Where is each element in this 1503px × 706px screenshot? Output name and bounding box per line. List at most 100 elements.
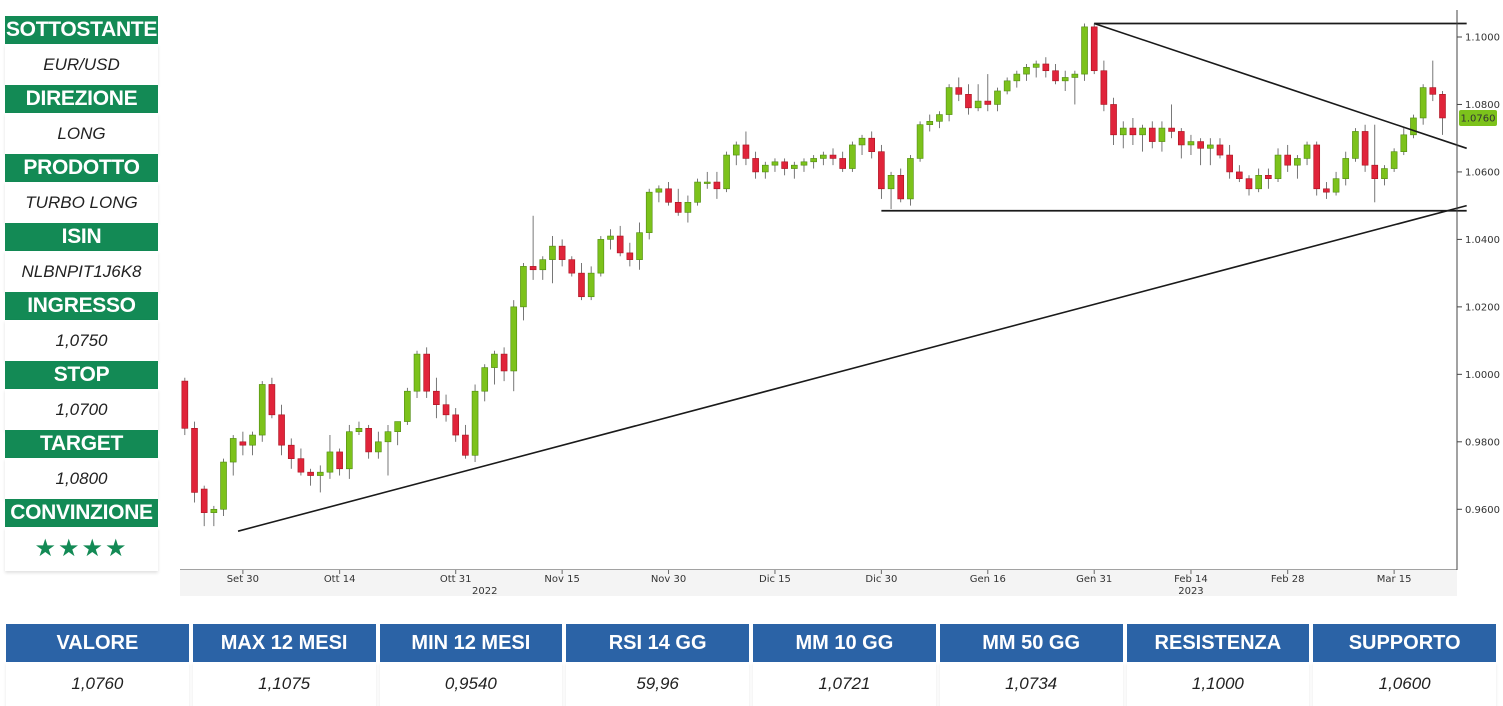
candle xyxy=(1207,138,1214,166)
stat-min-12m: MIN 12 MESI 0,9540 xyxy=(379,624,563,706)
candle-body xyxy=(1139,127,1146,136)
candle xyxy=(568,256,576,277)
y-tick-label: 1.1000 xyxy=(1465,32,1500,43)
stat-ma-10: MM 10 GG 1,0721 xyxy=(753,624,936,706)
sidebar-value-target: 1,0800 xyxy=(5,458,158,499)
candle-body xyxy=(1110,104,1117,136)
candle xyxy=(491,350,498,385)
candle-body xyxy=(258,384,266,436)
candle xyxy=(326,435,334,479)
x-tick-label: Feb 14 xyxy=(1174,574,1208,585)
candle xyxy=(1216,138,1224,159)
candle-body xyxy=(191,428,198,493)
stat-label: MM 10 GG xyxy=(753,624,936,662)
candle xyxy=(1313,141,1321,196)
candle-body xyxy=(1313,144,1321,190)
candle-body xyxy=(1168,127,1175,132)
candle-body xyxy=(742,144,750,159)
candle-body xyxy=(181,380,189,429)
candle-body xyxy=(520,266,527,308)
x-tick-label: Nov 15 xyxy=(544,574,579,585)
candle xyxy=(539,256,547,280)
candle-body xyxy=(645,191,653,233)
y-tick-label: 1.0800 xyxy=(1465,100,1500,111)
candle xyxy=(984,74,992,112)
candle-body xyxy=(945,87,953,115)
candle xyxy=(645,188,653,240)
candle-body xyxy=(1284,154,1291,166)
candle-body xyxy=(287,444,295,459)
stat-ma-50: MM 50 GG 1,0734 xyxy=(939,624,1123,706)
conviction-stars: ★★★★ xyxy=(5,527,158,571)
candle xyxy=(500,347,508,382)
candle xyxy=(336,448,343,476)
candle xyxy=(462,424,469,459)
candle xyxy=(636,222,643,270)
stat-figure: 1,0734 xyxy=(940,662,1123,706)
candle xyxy=(849,141,856,172)
y-tick-label: 1.0400 xyxy=(1465,235,1500,246)
sidebar-value-entry: 1,0750 xyxy=(5,320,158,361)
stat-value: VALORE 1,0760 xyxy=(6,624,189,706)
candle xyxy=(703,171,711,189)
candle-body xyxy=(626,252,634,260)
stat-figure: 1,0721 xyxy=(753,662,936,706)
candle xyxy=(239,431,247,456)
candle-body xyxy=(1216,144,1224,156)
candle-body xyxy=(1361,131,1369,166)
candle-body xyxy=(404,390,411,422)
y-tick-label: 1.0200 xyxy=(1465,302,1500,313)
candle xyxy=(229,435,237,476)
candle xyxy=(529,215,537,280)
candle-body xyxy=(433,390,440,405)
candle-body xyxy=(1042,63,1050,72)
x-tick-label: Dic 30 xyxy=(865,574,897,585)
sidebar-label-conviction: CONVINZIONE xyxy=(5,499,158,527)
candle xyxy=(974,84,982,112)
candle-body xyxy=(1274,154,1282,179)
candle xyxy=(1361,124,1369,172)
last-value-label: 1.0760 xyxy=(1461,113,1496,124)
candle xyxy=(810,155,817,169)
candle-body xyxy=(1003,80,1011,92)
candle xyxy=(1352,128,1359,162)
candle-body xyxy=(820,154,827,159)
candle xyxy=(191,421,198,503)
candle-body xyxy=(974,100,982,109)
candle xyxy=(384,424,392,476)
y-tick-label: 0.9600 xyxy=(1465,505,1500,516)
candle-body xyxy=(723,154,730,190)
candle-body xyxy=(674,201,682,213)
candle xyxy=(713,171,721,199)
candle xyxy=(1168,104,1175,139)
candle xyxy=(365,424,372,459)
candle xyxy=(471,384,479,463)
candle-body xyxy=(529,266,537,271)
candle-body xyxy=(1381,168,1388,179)
candle xyxy=(655,185,663,203)
candle xyxy=(926,114,934,132)
candle xyxy=(1284,144,1291,172)
candle-body xyxy=(781,161,788,169)
candle xyxy=(1042,57,1050,78)
candle-body xyxy=(413,353,421,392)
candle-body xyxy=(694,181,701,203)
candle-body xyxy=(994,90,1001,105)
candle-body xyxy=(1236,171,1243,179)
candle xyxy=(858,134,866,156)
candle xyxy=(1323,182,1330,199)
stat-max-12m: MAX 12 MESI 1,1075 xyxy=(192,624,376,706)
candle xyxy=(413,350,421,398)
candle xyxy=(1255,168,1262,193)
sidebar-value-direction: LONG xyxy=(5,113,158,154)
stat-label: MM 50 GG xyxy=(939,624,1123,662)
candle-body xyxy=(1323,188,1330,193)
candle-body xyxy=(510,306,518,372)
sidebar-label-underlying: SOTTOSTANTE xyxy=(5,16,158,44)
candle xyxy=(1332,171,1340,196)
candle-body xyxy=(703,181,711,184)
candle-body xyxy=(220,461,227,510)
candle-body xyxy=(1148,127,1156,142)
candle-body xyxy=(1400,134,1408,152)
candle xyxy=(1381,165,1388,186)
